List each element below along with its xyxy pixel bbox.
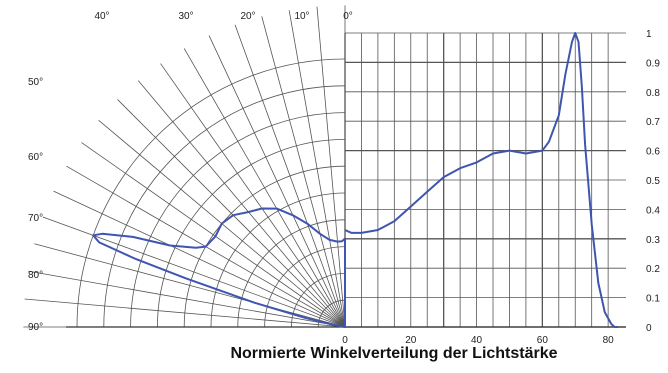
curves [92,32,618,328]
polar-spoke [117,99,346,328]
y-tick-label: 0.8 [646,88,660,99]
polar-spoke [53,190,346,328]
polar-grid [23,5,346,328]
y-tick-label: 0.1 [646,294,660,305]
polar-angle-label: 60° [28,152,43,163]
polar-angle-label: 10° [294,11,309,22]
y-tick-label: 0.3 [646,235,660,246]
cartesian-grid [66,32,626,328]
polar-spoke [261,16,346,328]
polar-angle-labels: 0° 10° 20° 30° 40° 50° 60° 70° 80° 90° [28,11,353,333]
y-tick-label: 0 [646,323,652,334]
polar-angle-label: 20° [240,11,255,22]
polar-intensity-curve [92,207,346,328]
polar-spoke [234,24,346,328]
x-tick-label: 80 [603,335,615,346]
x-tick-label: 0 [342,335,348,346]
polar-spoke [81,142,346,328]
polar-angle-label: 70° [28,213,43,224]
x-axis-tick-labels: 0 20 40 60 80 [342,335,614,346]
polar-angle-label: 80° [28,270,43,281]
y-tick-label: 0.7 [646,117,660,128]
polar-angle-label: 90° [28,322,43,333]
polar-spoke [160,63,346,328]
polar-spoke [183,48,346,328]
polar-spoke [208,35,346,328]
y-tick-label: 0.6 [646,147,660,158]
y-tick-label: 1 [646,29,652,40]
polar-spoke [316,6,346,328]
polar-angle-label: 50° [28,77,43,88]
chart-caption: Normierte Winkelverteilung der Lichtstär… [230,345,558,362]
polar-spoke [42,216,346,328]
polar-angle-label: 0° [343,11,353,22]
polar-spoke [28,270,346,328]
cartesian-intensity-curve [344,32,618,328]
y-axis-tick-labels: 0 0.1 0.2 0.3 0.4 0.5 0.6 0.7 0.8 0.9 1 [646,29,660,334]
polar-spoke [137,80,346,328]
polar-angle-label: 40° [94,11,109,22]
y-tick-label: 0.2 [646,264,660,275]
x-tick-label: 20 [405,335,417,346]
x-tick-label: 40 [471,335,483,346]
polar-spoke [288,10,346,328]
y-tick-label: 0.4 [646,205,660,216]
polar-angle-label: 30° [178,11,193,22]
y-tick-label: 0.9 [646,58,660,69]
y-tick-label: 0.5 [646,176,660,187]
x-tick-label: 60 [537,335,549,346]
polar-spoke [24,298,346,328]
polar-spoke [34,243,346,328]
